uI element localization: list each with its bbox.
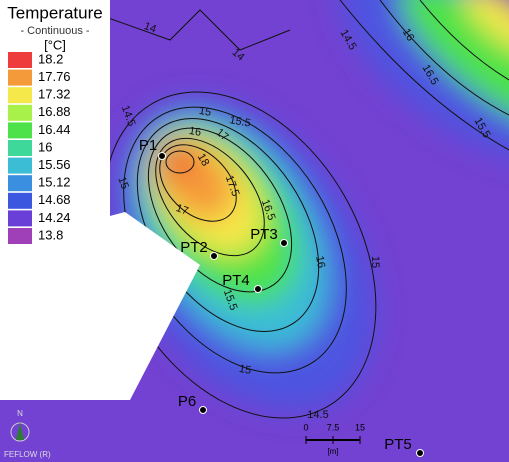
contour-label: 15: [369, 256, 381, 268]
contour-label: 18: [195, 152, 212, 169]
contour-label: 16: [188, 125, 202, 139]
point-marker: [199, 406, 207, 414]
observation-points: P1 PT2 PT3 PT4 PT5 P6: [139, 137, 424, 457]
legend-swatch: [8, 87, 32, 104]
scale-label: 0: [303, 422, 308, 432]
point-marker: [280, 239, 288, 247]
legend-swatch: [8, 69, 32, 86]
legend-label: 15.56: [38, 157, 71, 172]
scale-label: 15: [355, 422, 365, 432]
contour-label: 14.5: [307, 409, 328, 421]
legend-entries: 18.2 17.76 17.32 16.88 16.44 16 15.56 15.12 14.6…: [8, 51, 71, 244]
legend-label: 16.88: [38, 104, 71, 119]
contour-label: 16: [400, 27, 417, 44]
point-marker: [416, 449, 424, 457]
legend-swatch: [8, 122, 32, 139]
inactive-area: [0, 212, 200, 400]
point-label: PT5: [384, 436, 412, 453]
scale-unit: [m]: [327, 447, 338, 456]
legend-swatch: [8, 210, 32, 227]
point-marker: [158, 152, 166, 160]
legend-title: Temperature: [7, 3, 102, 22]
point-marker: [254, 285, 262, 293]
point-label: PT2: [180, 239, 208, 256]
scale-label: 7.5: [327, 422, 340, 432]
legend-swatch: [8, 52, 32, 68]
legend: Temperature - Continuous - [°C] 18.2 17.7…: [0, 0, 110, 245]
legend-swatch: [8, 175, 32, 192]
legend-swatch: [8, 140, 32, 156]
legend-label: 14.68: [38, 192, 71, 207]
north-label: N: [17, 409, 23, 418]
legend-unit: [°C]: [44, 37, 66, 52]
contour-label: 15: [198, 105, 212, 119]
contour-label: 14: [142, 20, 158, 35]
contour-label: 17: [174, 202, 190, 217]
contour-label: 15: [115, 175, 130, 191]
point-marker: [210, 252, 218, 260]
north-arrow: N: [10, 409, 30, 442]
contour-label: 15.5: [228, 114, 251, 130]
legend-label: 16.44: [38, 122, 71, 137]
legend-label: 16: [38, 139, 52, 154]
legend-label: 15.12: [38, 175, 71, 190]
contour-label: 16: [313, 255, 327, 269]
legend-swatch: [8, 228, 32, 244]
legend-label: 17.32: [38, 87, 71, 102]
point-label: PT4: [222, 272, 250, 289]
legend-label: 18.2: [38, 51, 63, 66]
point-label: P6: [178, 393, 196, 410]
contour-label: 15: [238, 363, 252, 377]
legend-subtitle: - Continuous -: [20, 25, 89, 37]
legend-label: 14.24: [38, 210, 71, 225]
scale-bar: 0 7.5 15 [m]: [303, 422, 365, 456]
legend-swatch: [8, 157, 32, 174]
legend-label: 17.76: [38, 69, 71, 84]
legend-label: 13.8: [38, 227, 63, 242]
north-needle: [16, 422, 24, 440]
watermark: FEFLOW (R): [4, 450, 51, 459]
legend-swatch: [8, 192, 32, 209]
point-label: PT3: [250, 226, 278, 243]
point-label: P1: [139, 137, 157, 154]
legend-swatch: [8, 104, 32, 121]
